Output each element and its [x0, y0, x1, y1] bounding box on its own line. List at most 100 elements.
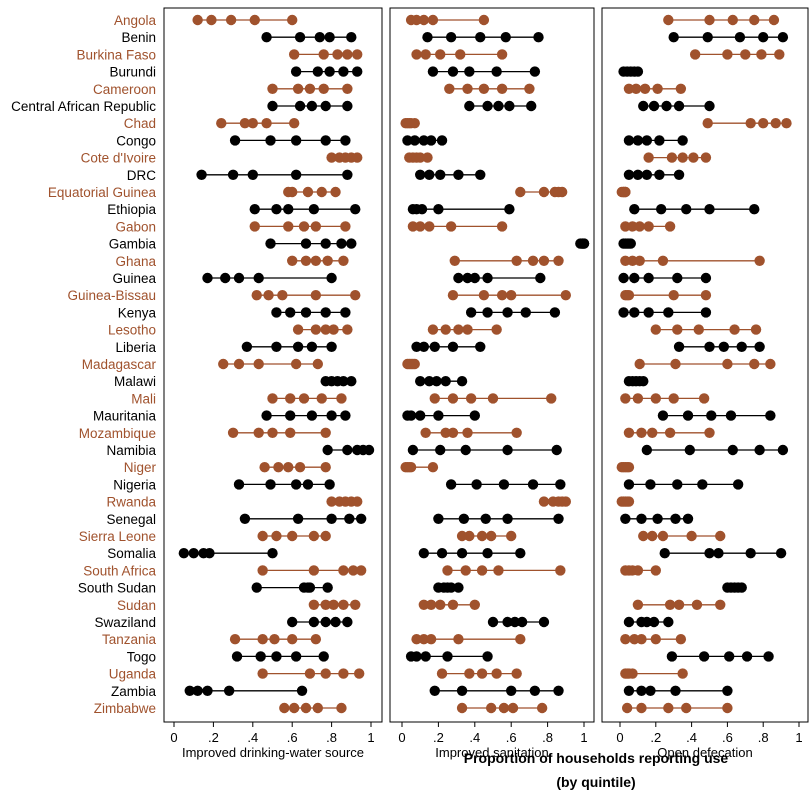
quintile-dot [342, 100, 353, 112]
quintile-dot [318, 651, 329, 662]
quintile-dot [445, 582, 457, 593]
country-label: Mauritania [93, 409, 157, 424]
quintile-dot [652, 83, 663, 95]
quintile-dot [326, 513, 337, 524]
x-tick-label: .2 [433, 730, 444, 745]
quintile-dot [285, 427, 296, 438]
quintile-dot [732, 479, 744, 490]
quintile-dot [267, 427, 278, 438]
quintile-dot [255, 651, 266, 662]
quintile-dot [636, 685, 647, 696]
quintile-dot [763, 651, 774, 662]
quintile-dot [302, 479, 314, 490]
quintile-dot [661, 100, 672, 112]
quintile-dot [304, 582, 316, 593]
country-label: Central African Republic [11, 99, 156, 114]
x-tick-label: 0 [170, 730, 177, 745]
x-tick-label: .8 [542, 730, 553, 745]
quintile-dot [663, 702, 674, 714]
quintile-dot [555, 479, 566, 490]
quintile-dot [511, 427, 522, 438]
quintile-dot [625, 238, 636, 249]
quintile-dot [745, 548, 756, 559]
quintile-dot [681, 702, 692, 714]
quintile-dot [227, 169, 239, 180]
quintile-dot [220, 272, 231, 284]
quintile-dot [328, 599, 339, 610]
quintile-dot [476, 530, 488, 542]
quintile-dot [702, 32, 713, 43]
x-tick-label: .4 [469, 730, 480, 745]
quintile-dot [427, 324, 439, 335]
panel-x-axis-label: Improved drinking-water source [182, 745, 364, 760]
quintile-dot [727, 444, 738, 456]
quintile-dot [435, 49, 446, 60]
quintile-dot [456, 685, 468, 696]
quintile-dot [415, 376, 426, 387]
country-label: Burkina Faso [76, 47, 156, 62]
country-label: Benin [121, 30, 156, 45]
quintile-dot [648, 616, 660, 628]
quintile-dot [535, 272, 546, 284]
quintile-dot [294, 462, 306, 473]
quintile-dot [487, 616, 499, 628]
quintile-dot [184, 685, 195, 696]
quintile-dot [342, 83, 353, 95]
quintile-dot [292, 513, 304, 524]
quintile-dot [294, 32, 306, 43]
quintile-dot [502, 307, 513, 318]
quintile-dot [453, 324, 464, 335]
quintile-dot [422, 32, 433, 43]
quintile-dot [445, 221, 457, 232]
quintile-dot [445, 479, 457, 490]
country-labels: Angola Benin Burkina Faso Burundi Cameroon Ce… [11, 13, 156, 716]
quintile-dot [312, 702, 324, 714]
quintile-dot [415, 152, 426, 163]
quintile-dot [670, 358, 681, 370]
quintile-dot [458, 513, 470, 524]
quintile-dot [464, 530, 475, 542]
quintile-dot [725, 410, 737, 421]
quintile-dot [332, 49, 343, 60]
quintile-dot [435, 599, 446, 610]
quintile-dot [253, 272, 264, 284]
quintile-dot [436, 548, 448, 559]
quintile-dot [704, 341, 715, 352]
quintile-dot [700, 307, 712, 318]
quintile-dot [641, 616, 653, 628]
quintile-dot [629, 204, 640, 215]
quintile-dot [229, 135, 241, 146]
quintile-dot [320, 135, 331, 146]
quintile-dot [675, 83, 687, 95]
quintile-dot [663, 14, 674, 26]
quintile-dot [306, 341, 318, 352]
quintile-dot [288, 49, 300, 60]
quintile-dot [632, 599, 644, 610]
quintile-dot [429, 341, 440, 352]
quintile-dot [668, 32, 679, 43]
quintile-dot [257, 565, 268, 576]
quintile-dot [777, 444, 789, 456]
quintile-dot [338, 668, 349, 679]
country-label: Liberia [115, 340, 156, 355]
x-tick-label: 1 [580, 730, 587, 745]
quintile-dot [308, 530, 320, 542]
quintile-dot [229, 634, 241, 645]
quintile-dot [316, 393, 327, 404]
quintile-dot [682, 410, 694, 421]
quintile-dot [188, 548, 199, 559]
quintile-dot [657, 255, 669, 266]
quintile-dot [433, 204, 444, 215]
country-label: Rwanda [106, 495, 156, 510]
quintile-dot [350, 599, 361, 610]
quintile-dot [310, 324, 322, 335]
quintile-dot [239, 118, 251, 129]
x-tick-label: 0 [616, 730, 623, 745]
quintile-dot [424, 169, 435, 180]
quintile-dot [491, 668, 502, 679]
quintile-dot [427, 66, 439, 77]
quintile-dot [623, 685, 635, 696]
quintile-dot [287, 530, 298, 542]
quintile-dot [285, 410, 296, 421]
quintile-dot [643, 307, 654, 318]
